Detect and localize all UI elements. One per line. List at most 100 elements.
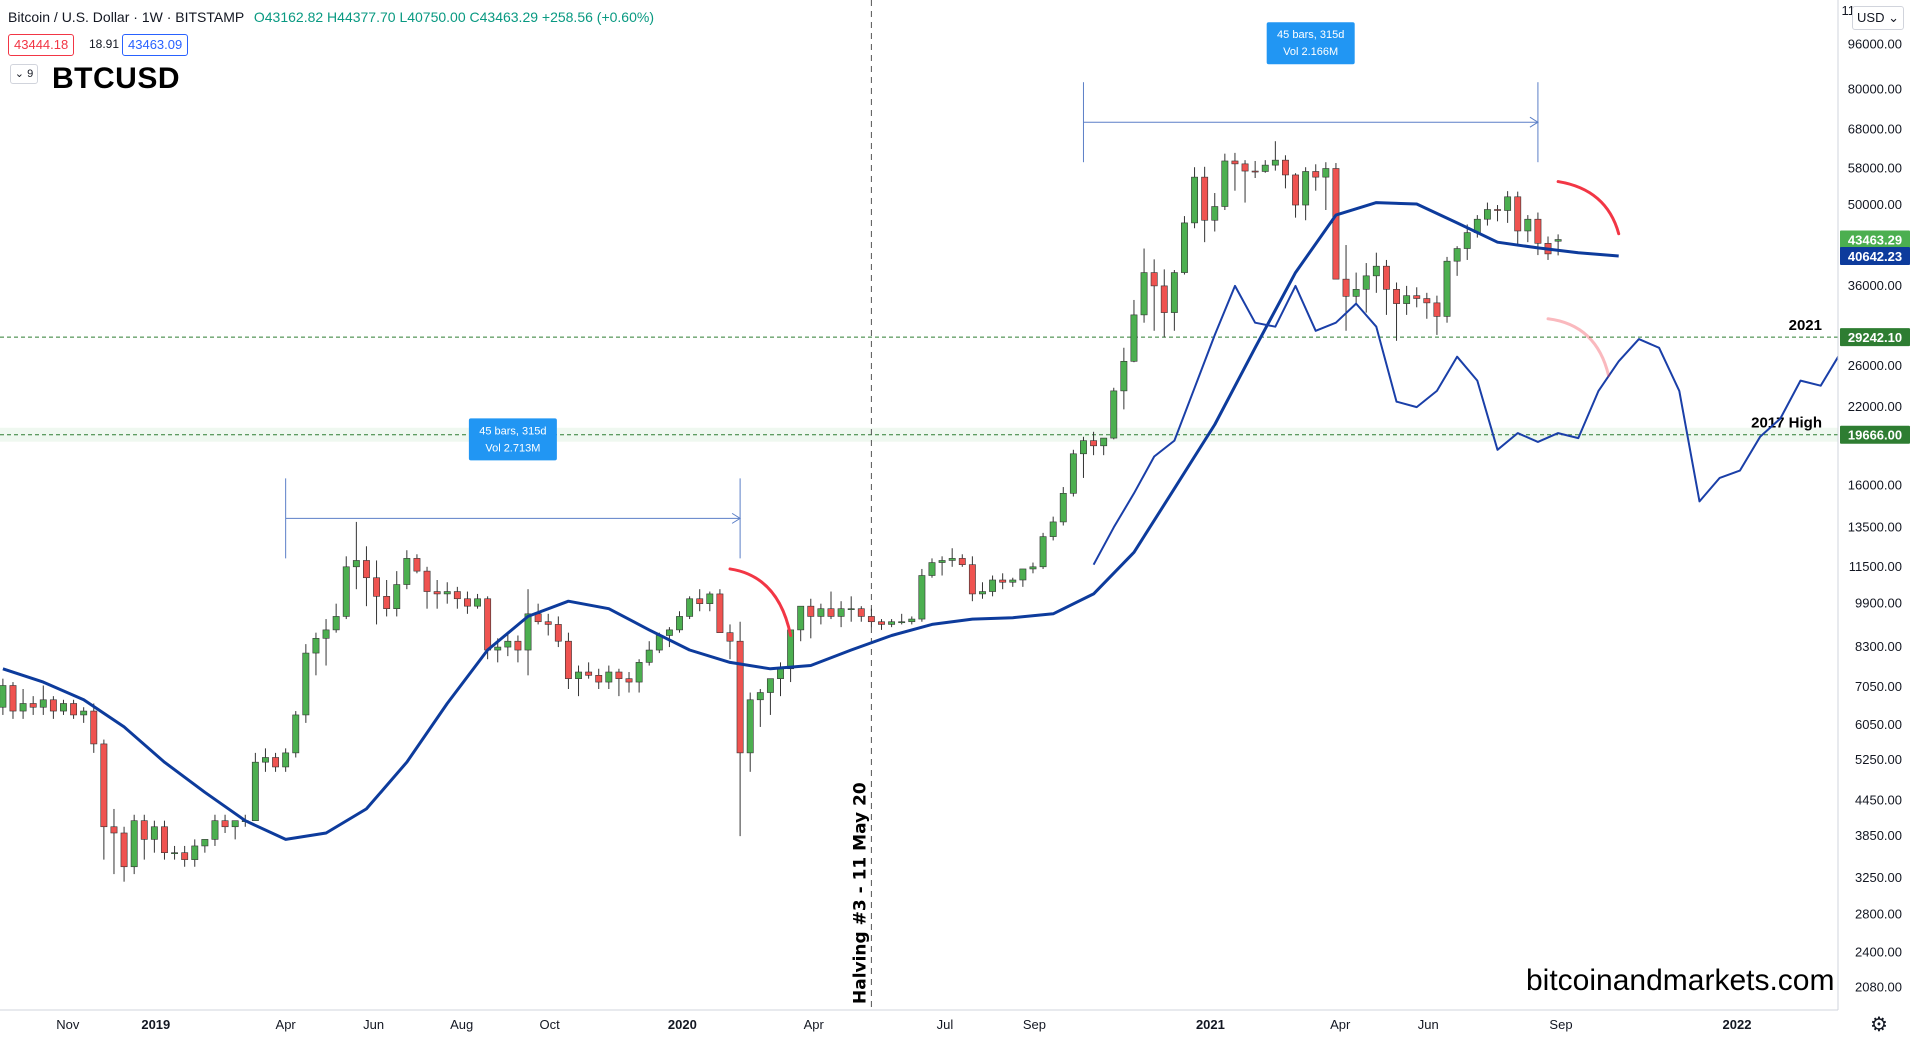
candle-body bbox=[908, 618, 916, 623]
instrument-title[interactable]: Bitcoin / U.S. Dollar · 1W · BITSTAMP bbox=[8, 9, 244, 25]
candle bbox=[1251, 160, 1259, 179]
candle bbox=[554, 616, 562, 648]
y-tick-label: 8300.00 bbox=[1855, 639, 1902, 654]
candle bbox=[60, 699, 67, 715]
measure-arrow bbox=[731, 512, 742, 524]
candle-body bbox=[363, 560, 370, 579]
candle-body bbox=[504, 640, 512, 648]
x-tick-label: Jun bbox=[1418, 1017, 1439, 1032]
candle bbox=[332, 603, 340, 633]
candle bbox=[1160, 269, 1168, 338]
buy-price-button[interactable]: 43463.09 bbox=[122, 34, 189, 56]
candle-body bbox=[1393, 289, 1400, 304]
candle bbox=[201, 839, 209, 853]
candle-body bbox=[1352, 289, 1360, 297]
candle-body bbox=[1524, 218, 1532, 232]
y-tick-label: 7050.00 bbox=[1855, 679, 1902, 694]
sell-price-button[interactable]: 43444.18 bbox=[8, 34, 75, 56]
candle-body bbox=[1170, 272, 1178, 313]
candle bbox=[393, 571, 401, 617]
candle-body bbox=[645, 649, 653, 663]
price-badge-label: 29242.10 bbox=[1848, 330, 1902, 345]
candle bbox=[0, 678, 7, 715]
candle bbox=[766, 678, 774, 715]
candle-body bbox=[968, 564, 976, 595]
candle bbox=[1120, 347, 1128, 410]
candle-body bbox=[1271, 159, 1279, 166]
candle-body bbox=[898, 621, 906, 624]
candle bbox=[1080, 436, 1087, 478]
y-tick-label: 36000.00 bbox=[1848, 278, 1902, 293]
candle-body bbox=[827, 608, 835, 617]
candle bbox=[827, 591, 835, 620]
candle-body bbox=[807, 605, 815, 617]
candle-body bbox=[514, 640, 522, 651]
candle-body bbox=[433, 591, 441, 595]
candle bbox=[787, 629, 795, 683]
candle bbox=[1403, 285, 1411, 315]
candle-body bbox=[1483, 209, 1491, 220]
candle-body bbox=[605, 671, 613, 683]
candle bbox=[1261, 160, 1269, 173]
candle bbox=[665, 627, 673, 648]
candle-body bbox=[29, 703, 37, 708]
x-tick-label: Aug bbox=[450, 1017, 473, 1032]
candle bbox=[1140, 248, 1148, 323]
candle bbox=[29, 696, 37, 715]
candle-body bbox=[544, 621, 552, 625]
candle bbox=[272, 752, 279, 772]
candle-body bbox=[756, 692, 764, 701]
candle-body bbox=[1049, 521, 1057, 537]
candle bbox=[9, 682, 17, 719]
y-tick-label: 2800.00 bbox=[1855, 907, 1902, 922]
candle-body bbox=[585, 671, 593, 676]
candle bbox=[171, 845, 178, 860]
candle-body bbox=[938, 560, 946, 563]
candle bbox=[585, 662, 593, 679]
candle-body bbox=[181, 852, 189, 860]
candle bbox=[383, 579, 391, 617]
candle-body bbox=[171, 852, 178, 854]
x-tick-label: 2022 bbox=[1723, 1017, 1752, 1032]
level-label: 2017 High bbox=[1751, 415, 1822, 432]
candle bbox=[231, 820, 239, 840]
candle bbox=[464, 591, 471, 614]
gear-icon[interactable]: ⚙ bbox=[1870, 1014, 1888, 1036]
candle bbox=[1110, 387, 1118, 440]
candle bbox=[1292, 173, 1299, 218]
y-tick-label: 4450.00 bbox=[1855, 793, 1902, 808]
x-tick-label: Jul bbox=[937, 1017, 954, 1032]
candle-body bbox=[1211, 206, 1219, 221]
indicators-toggle-button[interactable]: ⌄ 9 bbox=[10, 64, 38, 84]
candle bbox=[968, 556, 976, 602]
candle-body bbox=[1059, 493, 1067, 523]
candle bbox=[19, 688, 27, 719]
candle bbox=[373, 560, 380, 625]
price-axis-bg bbox=[1838, 0, 1920, 1041]
candle bbox=[1090, 431, 1097, 456]
candle bbox=[1191, 167, 1198, 229]
candle-body bbox=[1413, 295, 1421, 299]
candle bbox=[635, 659, 643, 693]
candle-body bbox=[615, 671, 623, 679]
candle-body bbox=[1039, 536, 1047, 568]
candle bbox=[1302, 167, 1310, 221]
candle bbox=[544, 613, 552, 636]
measure-arrow bbox=[1529, 116, 1539, 128]
candle bbox=[1029, 562, 1037, 574]
candle bbox=[999, 573, 1007, 590]
candle-body bbox=[1130, 314, 1138, 362]
x-tick-label: 2021 bbox=[1196, 1017, 1225, 1032]
candle bbox=[474, 593, 481, 609]
level-label: 2021 bbox=[1789, 317, 1822, 334]
candle-body bbox=[1423, 298, 1431, 304]
candle-body bbox=[0, 685, 7, 708]
candle-body bbox=[918, 575, 926, 620]
candle-body bbox=[999, 579, 1007, 583]
candle bbox=[1433, 295, 1441, 335]
candle bbox=[262, 748, 269, 772]
currency-select[interactable]: USD ⌄ bbox=[1852, 6, 1904, 30]
candle-body bbox=[1019, 568, 1027, 581]
y-tick-label: 58000.00 bbox=[1848, 160, 1902, 175]
